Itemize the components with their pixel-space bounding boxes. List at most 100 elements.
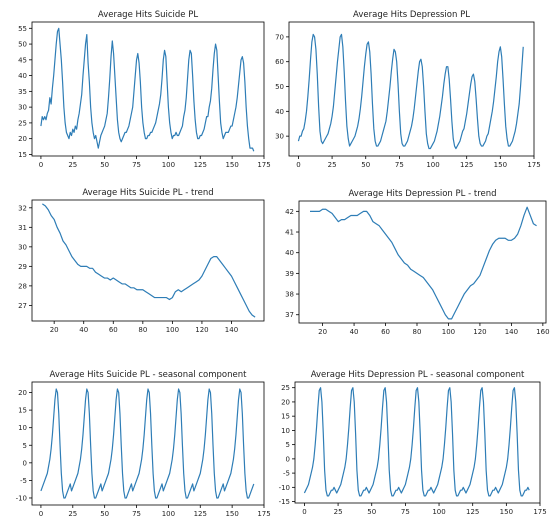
x-tick-label: 175 — [257, 510, 270, 518]
x-tick-label: 125 — [460, 161, 473, 169]
x-tick-label: 150 — [225, 161, 238, 169]
series-line — [310, 206, 537, 320]
x-tick-label: 20 — [318, 328, 327, 336]
y-tick-label: 50 — [18, 41, 27, 49]
y-tick-label: 15 — [18, 407, 27, 415]
x-tick-label: 80 — [138, 326, 147, 334]
y-tick-label: 27 — [18, 302, 27, 310]
y-tick-label: 38 — [285, 291, 294, 299]
x-tick-label: 120 — [473, 328, 486, 336]
series-line — [40, 27, 255, 152]
chart-title: Average Hits Suicide PL — [98, 10, 198, 20]
x-tick-label: 175 — [257, 161, 270, 169]
series-line — [297, 33, 524, 150]
y-tick-label: 10 — [18, 424, 27, 432]
y-tick-label: 5 — [286, 441, 290, 449]
x-tick-label: 175 — [527, 161, 540, 169]
axes-frame — [31, 199, 265, 322]
x-tick-label: 150 — [494, 161, 507, 169]
x-tick-label: 175 — [533, 508, 546, 516]
axes-frame — [288, 21, 535, 157]
y-tick-label: 15 — [281, 413, 290, 421]
x-tick-label: 80 — [413, 328, 422, 336]
panel-depression-pl: Average Hits Depression PL 0 25 50 75 100 125 1… — [275, 10, 541, 169]
x-tick-label: 50 — [100, 510, 109, 518]
series-line — [303, 387, 530, 497]
y-tick-label: 41 — [285, 229, 294, 237]
x-tick-label: 0 — [296, 161, 300, 169]
y-tick-label: -10 — [16, 494, 27, 502]
x-tick-label: 120 — [195, 326, 208, 334]
x-tick-label: 75 — [395, 161, 404, 169]
x-tick-label: 0 — [39, 161, 43, 169]
series-line — [42, 203, 256, 318]
x-tick-label: 0 — [302, 508, 306, 516]
x-tick-label: 100 — [166, 326, 179, 334]
y-tick-label: 31 — [18, 224, 27, 232]
x-tick-label: 100 — [162, 161, 175, 169]
y-tick-label: 25 — [281, 384, 290, 392]
panel-suicide-pl-seasonal: Average Hits Suicide PL - seasonal compo… — [16, 370, 271, 518]
y-tick-label: -15 — [279, 498, 290, 506]
panel-suicide-pl: Average Hits Suicide PL 0 25 50 75 100 125 150 1… — [18, 10, 271, 169]
y-tick-label: 0 — [23, 459, 27, 467]
y-tick-label: 37 — [285, 311, 294, 319]
y-tick-label: 29 — [18, 263, 27, 271]
axes-frame — [298, 200, 547, 324]
x-tick-label: 50 — [100, 161, 109, 169]
x-tick-label: 75 — [132, 161, 141, 169]
y-tick-label: 70 — [275, 33, 284, 41]
x-tick-label: 40 — [350, 328, 359, 336]
x-tick-label: 25 — [328, 161, 337, 169]
x-tick-label: 40 — [79, 326, 88, 334]
axes-frame — [31, 21, 265, 157]
y-tick-label: 20 — [18, 389, 27, 397]
x-tick-label: 0 — [39, 510, 43, 518]
y-tick-label: 20 — [281, 398, 290, 406]
x-tick-label: 140 — [225, 326, 238, 334]
y-tick-label: 50 — [275, 83, 284, 91]
x-tick-label: 100 — [426, 161, 439, 169]
y-tick-label: 40 — [275, 108, 284, 116]
x-tick-label: 100 — [432, 508, 445, 516]
x-tick-label: 160 — [536, 328, 549, 336]
x-tick-label: 50 — [367, 508, 376, 516]
y-tick-label: 10 — [281, 427, 290, 435]
y-tick-label: 30 — [18, 104, 27, 112]
y-tick-label: 55 — [18, 25, 27, 33]
axes-frame — [31, 381, 265, 506]
y-tick-label: 25 — [18, 119, 27, 127]
panel-depression-pl-seasonal: Average Hits Depression PL - seasonal co… — [279, 370, 547, 516]
y-tick-label: 0 — [286, 455, 290, 463]
x-tick-label: 75 — [401, 508, 410, 516]
x-tick-label: 75 — [132, 510, 141, 518]
x-tick-label: 125 — [194, 161, 207, 169]
y-tick-label: -5 — [283, 470, 290, 478]
y-tick-label: -10 — [279, 484, 290, 492]
y-tick-label: 28 — [18, 282, 27, 290]
series-line — [40, 388, 255, 499]
y-tick-label: 20 — [18, 135, 27, 143]
chart-title: Average Hits Depression PL - seasonal co… — [311, 370, 525, 380]
y-tick-label: -5 — [20, 477, 27, 485]
y-tick-label: 15 — [18, 151, 27, 159]
chart-title: Average Hits Depression PL - trend — [348, 189, 496, 199]
x-tick-label: 100 — [442, 328, 455, 336]
x-tick-label: 150 — [225, 510, 238, 518]
y-tick-label: 40 — [18, 72, 27, 80]
chart-title: Average Hits Suicide PL - seasonal compo… — [50, 370, 248, 380]
chart-title: Average Hits Depression PL — [353, 10, 470, 20]
y-tick-label: 45 — [18, 56, 27, 64]
y-tick-label: 35 — [18, 88, 27, 96]
x-tick-label: 50 — [361, 161, 370, 169]
y-tick-label: 42 — [285, 208, 294, 216]
y-tick-label: 30 — [275, 133, 284, 141]
y-tick-label: 60 — [275, 58, 284, 66]
x-tick-label: 125 — [194, 510, 207, 518]
y-tick-label: 32 — [18, 204, 27, 212]
x-tick-label: 20 — [50, 326, 59, 334]
x-tick-label: 60 — [109, 326, 118, 334]
x-tick-label: 25 — [68, 510, 77, 518]
x-tick-label: 140 — [505, 328, 518, 336]
